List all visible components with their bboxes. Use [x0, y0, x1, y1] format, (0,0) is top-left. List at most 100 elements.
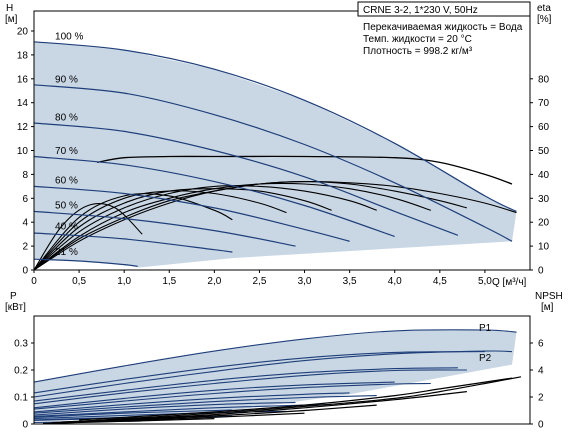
speed-label: 100 % — [55, 31, 83, 42]
npsh-tick-label: 2 — [538, 393, 544, 404]
npsh-axis-unit: [м] — [541, 302, 554, 313]
eta-tick-label: 10 — [538, 242, 550, 253]
temperature-info: Темп. жидкости = 20 °C — [363, 34, 472, 45]
head-curve-8 — [33, 258, 138, 267]
x-tick-label: 0,5 — [72, 276, 86, 287]
x-axis-ticks: 0 0,5 1,0 1,5 2,0 2,5 3,0 3,5 4,0 4,5 5,0 — [31, 270, 492, 287]
head-curves — [33, 41, 517, 267]
x-tick-label: 2,0 — [207, 276, 221, 287]
x-tick-label: 3,0 — [298, 276, 312, 287]
head-curve-7 — [33, 232, 233, 253]
head-tick-label: 14 — [17, 98, 29, 109]
power-tick-label: 0.1 — [14, 393, 28, 404]
speed-label: 60 % — [55, 176, 78, 187]
power-p2-curve-2 — [33, 369, 467, 405]
speed-label: 50 % — [55, 201, 78, 212]
x-tick-label: 2,5 — [253, 276, 267, 287]
x-tick-label: 1,0 — [117, 276, 131, 287]
power-p1-curve-7 — [33, 409, 233, 418]
power-p1-curve-6 — [33, 401, 296, 416]
operating-region-upper — [34, 41, 517, 268]
chart-title-box — [357, 1, 531, 17]
head-tick-label: 8 — [22, 170, 28, 181]
speed-label: 70 % — [55, 146, 78, 157]
head-tick-label: 20 — [17, 27, 29, 38]
eta-envelope — [96, 155, 513, 185]
power-axis-ticks: 0 0.1 0.2 0.3 — [14, 339, 34, 431]
head-curve-3 — [33, 122, 459, 236]
npsh-curves — [42, 376, 522, 424]
x-tick-label: 0 — [31, 276, 37, 287]
npsh-tick-label: 4 — [538, 366, 544, 377]
eta-curve-7 — [33, 193, 233, 271]
npsh-axis-ticks: 0 2 4 6 — [530, 339, 544, 431]
upper-plot-frame — [33, 10, 531, 271]
head-tick-label: 6 — [22, 194, 28, 205]
x-tick-label: 5,0 — [478, 276, 492, 287]
power-p1-curve-4 — [33, 381, 395, 409]
head-tick-label: 4 — [22, 218, 28, 229]
head-curve-1 — [33, 41, 517, 212]
eta-tick-label: 40 — [538, 170, 550, 181]
density-info: Плотность = 998.2 кг/м³ — [363, 46, 473, 57]
fluid-info: Перекачиваемая жидкость = Вода — [363, 22, 523, 33]
power-tick-label: 0 — [22, 420, 28, 431]
eta-tick-label: 0 — [538, 266, 544, 277]
npsh-curve-4 — [51, 404, 377, 424]
power-tick-label: 0.3 — [14, 339, 28, 350]
npsh-tick-label: 6 — [538, 339, 544, 350]
x-tick-label: 3,5 — [343, 276, 357, 287]
eta-tick-label: 50 — [538, 146, 550, 157]
power-axis-label: P — [10, 291, 17, 302]
head-tick-label: 18 — [17, 50, 29, 61]
power-p2-curve-3 — [33, 382, 431, 410]
x-tick-label: 4,0 — [388, 276, 402, 287]
eta-tick-label: 20 — [538, 218, 550, 229]
eta-axis-unit: [%] — [537, 14, 552, 25]
eta-curve-4 — [33, 185, 377, 271]
npsh-curve-1 — [79, 377, 513, 421]
eta-axis-label: eta — [537, 3, 551, 14]
head-axis-ticks: 0 2 4 6 8 10 12 14 16 18 20 — [17, 27, 34, 277]
chart-title: CRNE 3-2, 1*230 V, 50Hz — [363, 5, 478, 16]
head-curve-6 — [33, 210, 296, 247]
head-tick-label: 0 — [22, 266, 28, 277]
efficiency-curves — [33, 155, 517, 271]
upper-panel: 0 0,5 1,0 1,5 2,0 2,5 3,0 3,5 4,0 4,5 5,0 0 2 4 6 8 10 1… — [5, 1, 552, 288]
power-p1-curve-5 — [33, 392, 350, 413]
speed-label: 80 % — [55, 113, 78, 124]
eta-curve-5 — [33, 188, 332, 271]
speed-label: 90 % — [55, 74, 78, 85]
head-curve-4 — [33, 155, 395, 238]
head-tick-label: 16 — [17, 74, 29, 85]
power-axis-unit: [кВт] — [5, 302, 26, 313]
power-p1-curve-1 — [33, 329, 517, 383]
x-axis-label: Q [м³/ч] — [492, 277, 527, 288]
power-tick-label: 0.2 — [14, 366, 28, 377]
npsh-tick-label: 0 — [538, 420, 544, 431]
speed-labels: 100 % 90 % 80 % 70 % 60 % 50 % 40 % 21 % — [55, 31, 83, 258]
npsh-axis-label: NPSH — [535, 291, 563, 302]
head-tick-label: 12 — [17, 122, 29, 133]
head-curve-5 — [33, 185, 350, 242]
eta-tick-label: 80 — [538, 74, 550, 85]
power-p2-curves — [33, 350, 513, 423]
power-p2-curve-4 — [33, 395, 377, 414]
eta-tick-label: 60 — [538, 122, 550, 133]
head-axis-label: H — [6, 3, 13, 14]
x-tick-label: 1,5 — [162, 276, 176, 287]
eta-axis-ticks: 0 10 20 30 40 50 60 70 80 — [530, 74, 550, 277]
power-p1-curve-2 — [33, 351, 485, 394]
eta-tick-label: 30 — [538, 194, 550, 205]
power-p1-curve-3 — [33, 367, 458, 402]
head-curve-2 — [33, 84, 513, 242]
eta-curve-6 — [33, 190, 287, 271]
p1-label: P1 — [479, 323, 492, 334]
head-axis-unit: [м] — [5, 14, 18, 25]
head-tick-label: 10 — [17, 146, 29, 157]
p2-label: P2 — [479, 353, 492, 364]
npsh-curve-2 — [79, 376, 522, 422]
eta-tick-label: 70 — [538, 98, 550, 109]
